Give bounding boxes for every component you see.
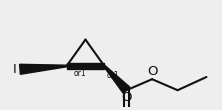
Text: O: O (147, 65, 157, 78)
Text: O: O (121, 91, 132, 104)
Text: or1: or1 (74, 69, 86, 78)
Polygon shape (67, 63, 104, 69)
Text: I: I (13, 63, 17, 76)
Polygon shape (104, 65, 130, 93)
Text: or1: or1 (106, 71, 119, 80)
Polygon shape (20, 64, 67, 74)
